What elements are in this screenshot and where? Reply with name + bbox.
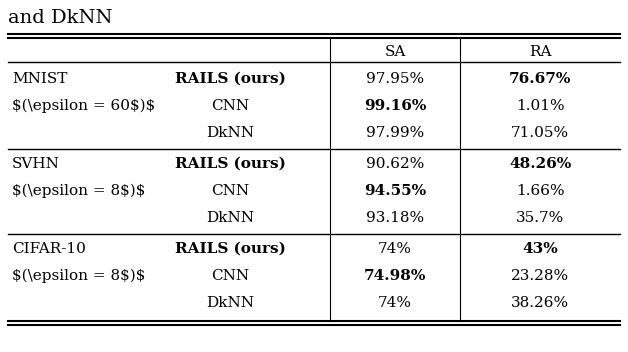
Text: MNIST: MNIST	[12, 72, 67, 86]
Text: RA: RA	[529, 45, 551, 59]
Text: 93.18%: 93.18%	[366, 211, 424, 225]
Text: CNN: CNN	[211, 99, 249, 113]
Text: $(\epsilon = 8$)$: $(\epsilon = 8$)$	[12, 269, 145, 283]
Text: RAILS (ours): RAILS (ours)	[175, 242, 286, 256]
Text: 74%: 74%	[378, 242, 412, 256]
Text: DkNN: DkNN	[206, 211, 254, 225]
Text: SVHN: SVHN	[12, 157, 60, 171]
Text: 35.7%: 35.7%	[516, 211, 564, 225]
Text: 76.67%: 76.67%	[509, 72, 571, 86]
Text: SA: SA	[384, 45, 406, 59]
Text: RAILS (ours): RAILS (ours)	[175, 72, 286, 86]
Text: 1.66%: 1.66%	[516, 184, 565, 198]
Text: $(\epsilon = 60$)$: $(\epsilon = 60$)$	[12, 99, 155, 113]
Text: 99.16%: 99.16%	[364, 99, 426, 113]
Text: DkNN: DkNN	[206, 296, 254, 310]
Text: 74%: 74%	[378, 296, 412, 310]
Text: CIFAR-10: CIFAR-10	[12, 242, 86, 256]
Text: $(\epsilon = 8$)$: $(\epsilon = 8$)$	[12, 184, 145, 198]
Text: CNN: CNN	[211, 184, 249, 198]
Text: 23.28%: 23.28%	[511, 269, 569, 283]
Text: 90.62%: 90.62%	[366, 157, 424, 171]
Text: 43%: 43%	[522, 242, 558, 256]
Text: 38.26%: 38.26%	[511, 296, 569, 310]
Text: DkNN: DkNN	[206, 126, 254, 140]
Text: 97.95%: 97.95%	[366, 72, 424, 86]
Text: CNN: CNN	[211, 269, 249, 283]
Text: 48.26%: 48.26%	[509, 157, 571, 171]
Text: 94.55%: 94.55%	[364, 184, 426, 198]
Text: 1.01%: 1.01%	[516, 99, 565, 113]
Text: 74.98%: 74.98%	[364, 269, 426, 283]
Text: and DkNN: and DkNN	[8, 9, 112, 27]
Text: 71.05%: 71.05%	[511, 126, 569, 140]
Text: RAILS (ours): RAILS (ours)	[175, 157, 286, 171]
Text: 97.99%: 97.99%	[366, 126, 424, 140]
